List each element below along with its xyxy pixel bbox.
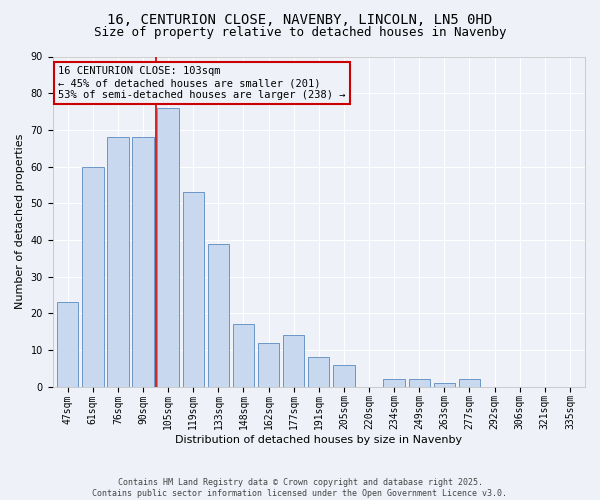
Bar [82, 166, 104, 386]
Bar [57, 302, 79, 386]
Bar [308, 357, 329, 386]
Bar [283, 335, 304, 386]
Bar [434, 383, 455, 386]
Bar [258, 342, 279, 386]
Text: Contains HM Land Registry data © Crown copyright and database right 2025.
Contai: Contains HM Land Registry data © Crown c… [92, 478, 508, 498]
Bar [383, 379, 405, 386]
Bar [107, 137, 128, 386]
X-axis label: Distribution of detached houses by size in Navenby: Distribution of detached houses by size … [175, 435, 463, 445]
Text: 16, CENTURION CLOSE, NAVENBY, LINCOLN, LN5 0HD: 16, CENTURION CLOSE, NAVENBY, LINCOLN, L… [107, 12, 493, 26]
Y-axis label: Number of detached properties: Number of detached properties [15, 134, 25, 309]
Bar [157, 108, 179, 386]
Bar [182, 192, 204, 386]
Bar [409, 379, 430, 386]
Text: Size of property relative to detached houses in Navenby: Size of property relative to detached ho… [94, 26, 506, 39]
Bar [459, 379, 480, 386]
Text: 16 CENTURION CLOSE: 103sqm
← 45% of detached houses are smaller (201)
53% of sem: 16 CENTURION CLOSE: 103sqm ← 45% of deta… [58, 66, 346, 100]
Bar [133, 137, 154, 386]
Bar [233, 324, 254, 386]
Bar [333, 364, 355, 386]
Bar [208, 244, 229, 386]
